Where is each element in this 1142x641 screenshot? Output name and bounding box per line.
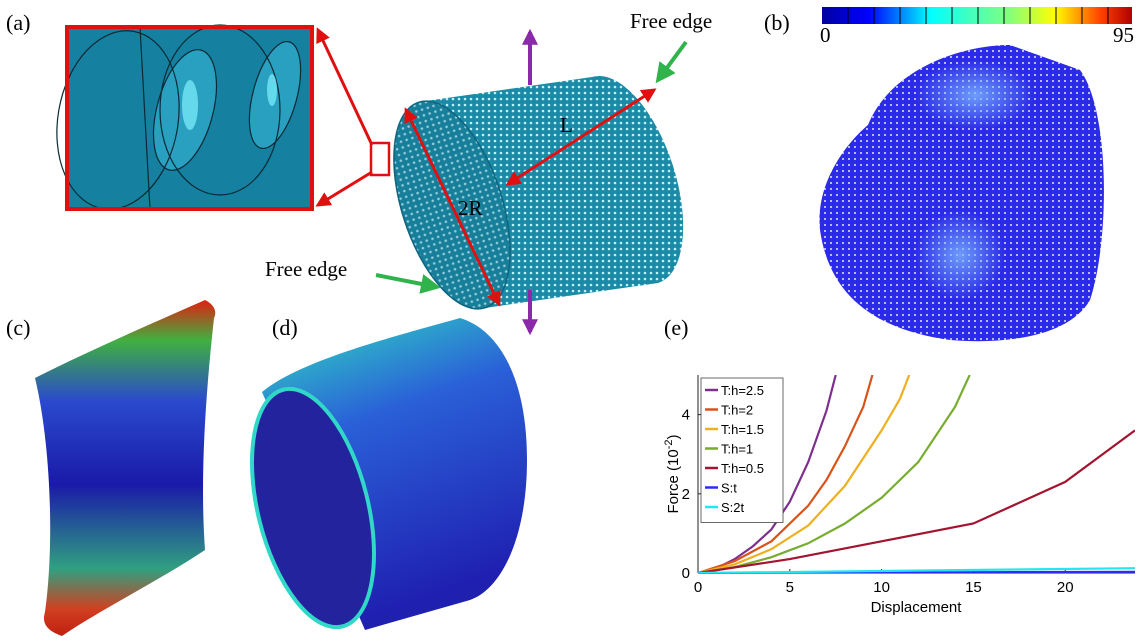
zoom-box xyxy=(371,143,389,175)
x-tick-label: 15 xyxy=(965,579,982,596)
x-tick-label: 0 xyxy=(694,579,702,596)
free-edge-label: Free edge xyxy=(630,9,712,33)
free-edge-arrow xyxy=(658,42,686,80)
panel-label: (b) xyxy=(764,10,790,35)
cylinder-deformed xyxy=(230,318,527,640)
x-axis-title: Displacement xyxy=(871,599,963,616)
free-edge-label: Free edge xyxy=(265,257,347,281)
y-axis-title: Force (10-2) xyxy=(663,435,682,514)
line-chart: Displacement Force (10-2) 0 5 10 15 20 0 2 4 T:h… xyxy=(663,375,1135,616)
legend-label: S:2t xyxy=(721,500,745,515)
figure: (a) (b) (c) (d) (e) L 2R Free edge Free … xyxy=(0,0,1142,641)
y-axis-title-text: Force (10 xyxy=(665,449,682,513)
legend-label: T:h=2.5 xyxy=(721,383,764,398)
panel-label: (e) xyxy=(664,315,688,340)
cylinder xyxy=(371,76,683,323)
panel-label: (d) xyxy=(272,315,298,340)
cylinder-stress xyxy=(820,45,1104,341)
deformed-strip xyxy=(35,300,215,636)
y-axis-title-close: ) xyxy=(665,435,682,440)
y-axis-title-exponent: -2 xyxy=(663,440,675,450)
panel-label: (c) xyxy=(6,315,30,340)
colorbar-label: 95 xyxy=(1113,23,1134,47)
diameter-label: 2R xyxy=(458,196,483,220)
legend-label: S:t xyxy=(721,481,737,496)
colorbar-label: 0 xyxy=(820,23,831,47)
zoom-arrow xyxy=(318,172,372,205)
y-tick-label: 4 xyxy=(682,407,690,424)
legend-label: T:h=2 xyxy=(721,403,753,418)
zoom-arrow xyxy=(318,30,372,145)
x-tick-label: 10 xyxy=(873,579,890,596)
length-label: L xyxy=(560,113,573,137)
y-tick-label: 2 xyxy=(682,486,690,503)
colorbar xyxy=(822,7,1132,24)
panel-label: (a) xyxy=(6,10,30,35)
legend-label: T:h=1.5 xyxy=(721,422,764,437)
inset xyxy=(43,21,312,219)
x-tick-label: 5 xyxy=(786,579,794,596)
legend-label: T:h=1 xyxy=(721,442,753,457)
legend: T:h=2.5 T:h=2 T:h=1.5 T:h=1 T:h=0.5 S:t S:2t xyxy=(701,378,783,523)
y-tick-label: 0 xyxy=(682,565,690,582)
free-edge-arrow xyxy=(376,275,437,287)
legend-label: T:h=0.5 xyxy=(721,461,764,476)
x-tick-label: 20 xyxy=(1057,579,1074,596)
